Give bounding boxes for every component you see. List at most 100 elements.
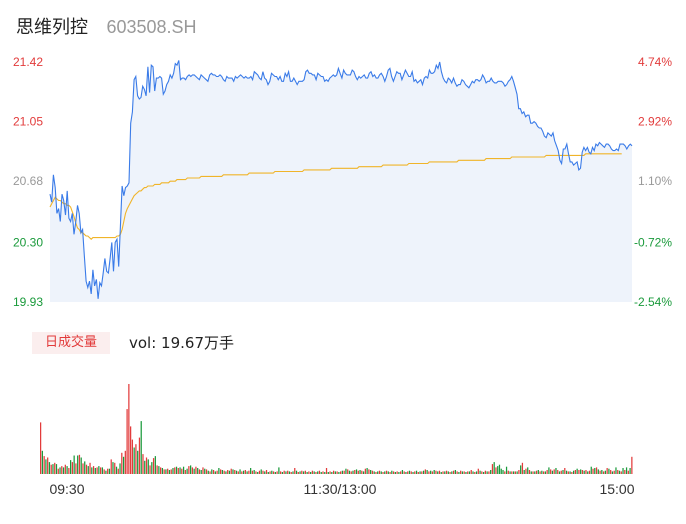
volume-bar [308,471,310,474]
volume-bar [456,471,458,474]
volume-bar [611,471,614,474]
volume-bar [546,470,548,474]
volume-bar [603,471,605,474]
volume-bar [440,472,442,474]
volume-bar [449,472,451,474]
volume-bar [595,467,598,474]
stock-name: 思维列控 [16,17,88,38]
volume-bar [242,470,245,474]
volume-bar [606,468,608,474]
volume-bar [384,471,386,474]
volume-bar [488,471,490,474]
volume-bar [140,421,142,474]
volume-bar [454,470,456,474]
volume-bar [347,469,349,474]
volume-bar [336,471,338,474]
volume-bar [283,470,285,474]
volume-bar [294,468,296,474]
volume-bar [430,470,432,474]
volume-bar [479,470,481,474]
volume-bar [382,472,384,474]
volume-bar [244,470,246,474]
volume-bar [410,471,412,474]
volume-bar [174,467,176,474]
volume-bar [267,472,269,474]
volume-bar [447,471,449,474]
volume-bar [340,471,342,474]
volume-bar [465,472,467,474]
volume-bar [212,470,215,474]
volume-bar [260,469,262,474]
volume-bar [629,468,631,474]
volume-bar [207,470,209,474]
price-area-fill [50,60,632,303]
volume-bar [444,471,446,474]
volume-bar [186,468,188,474]
volume-bar [401,470,404,474]
volume-bar [128,384,130,474]
volume-bar [317,471,319,474]
volume-bar [371,470,374,474]
volume-bar [373,471,375,474]
volume-bar [110,459,112,474]
volume-bar [313,471,315,474]
volume-bar [341,470,344,474]
volume-bar [562,470,564,474]
volume-bar [50,464,52,474]
volume-bar [246,471,248,474]
volume-bar [188,466,190,474]
volume-bar [490,470,492,474]
volume-bar [475,471,478,474]
volume-bar [96,467,98,474]
volume-bar [241,471,243,474]
volume-bar [195,466,197,474]
volume-bar [378,470,381,474]
volume-bar [80,457,82,474]
volume-bar [627,470,629,474]
volume-bar [137,450,139,474]
volume-bar [392,471,395,474]
volume-bar [474,472,476,474]
average-price-line [49,153,622,240]
volume-bar [78,454,81,474]
volume-bar [77,455,79,474]
volume-bar [121,452,123,474]
volume-bar [315,472,317,474]
volume-bar [311,470,314,474]
volume-bar [70,460,72,474]
volume-bar [355,469,358,474]
volume-bar [421,471,423,474]
volume-bar [431,471,434,474]
volume-tab[interactable]: 日成交量 [32,332,110,354]
volume-bar [237,471,239,474]
volume-bar [387,471,389,474]
volume-bar [368,469,370,474]
volume-bar [52,464,54,474]
volume-bar [295,470,298,474]
volume-bar [59,467,61,474]
volume-bar [41,450,43,474]
volume-bar [112,462,114,474]
volume-bar [618,470,621,474]
volume-bar [398,472,400,474]
volume-bar [154,456,156,474]
volume-bar [182,466,185,474]
volume-bar [161,468,164,474]
volume-bar [145,457,148,474]
volume-bar [170,469,172,474]
volume-bar [147,459,149,474]
volume-bar [354,470,356,474]
volume-bar [177,468,179,474]
y-axis-left: 21.42 21.05 20.68 20.30 19.93 [13,55,43,309]
volume-bar [250,468,252,474]
volume-bar [624,470,626,474]
volume-bar [264,471,266,474]
y-tick-left-label: 21.42 [13,55,43,69]
volume-bar [601,470,603,474]
volume-bar [248,470,250,474]
volume-bar [108,468,111,474]
volume-bar [64,464,66,474]
volume-bar [190,465,192,474]
volume-bar [389,472,391,474]
volume-bar [290,472,292,474]
